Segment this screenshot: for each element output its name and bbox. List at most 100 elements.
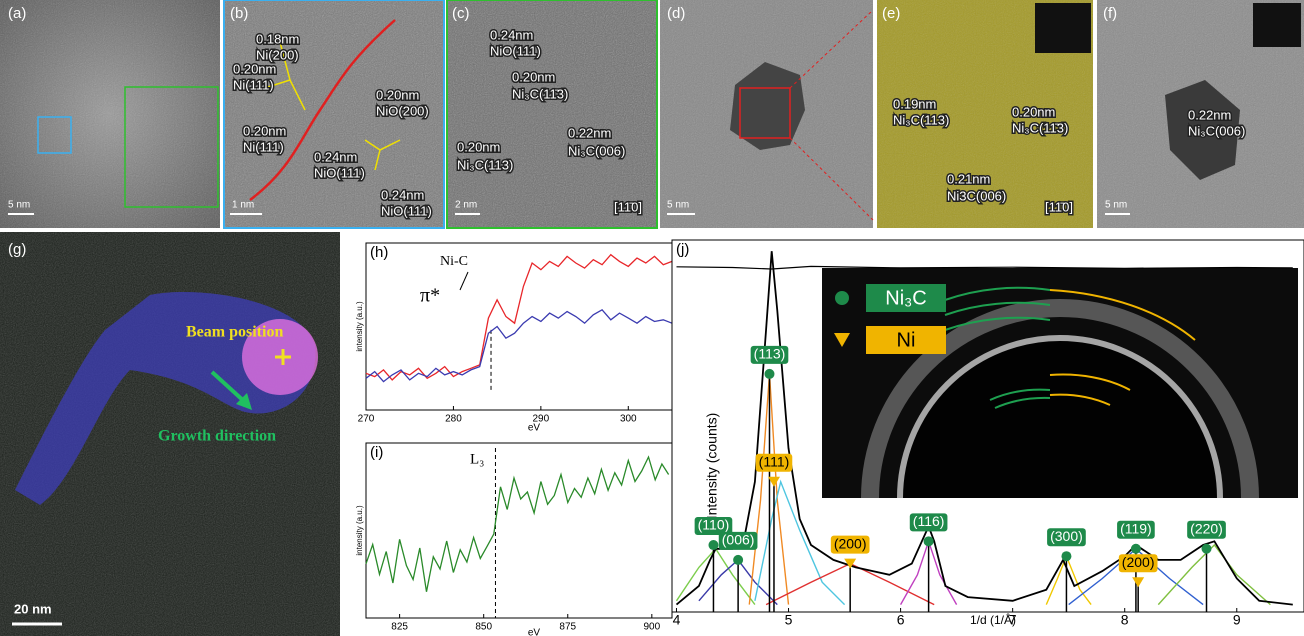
x-tick-label: 280: [445, 414, 462, 425]
x-tick-label: 850: [475, 622, 492, 633]
annotation: Ni(111): [233, 77, 274, 92]
peak-label: (111): [759, 454, 790, 470]
annotation: π*: [420, 285, 440, 307]
panel-g: (g) Beam position Growth direction 20 nm: [0, 232, 340, 636]
annotation: Ni₃C(11̄3): [1012, 120, 1068, 135]
zone-axis: [11̄0]: [1045, 199, 1073, 214]
panel-label: (g): [8, 241, 26, 258]
annotation: L₃: [470, 451, 484, 467]
peak-label: (006): [722, 532, 755, 548]
texture: [0, 0, 220, 228]
annotation: 0.20nm: [457, 139, 500, 154]
panel-e: (e) 0.19nm Ni₃C(113) 0.20nm Ni₃C(11̄3) 0…: [877, 0, 1093, 228]
peak-label: (200): [834, 535, 867, 551]
x-tick-label: 300: [620, 414, 637, 425]
peak-marker: [924, 536, 934, 546]
annotation: 0.18nm: [256, 31, 299, 46]
annotation: 0.22nm: [1188, 107, 1231, 122]
annotation: Ni₃C(113): [457, 157, 513, 172]
peak-marker: [1132, 577, 1144, 587]
figure: (a) 5 nm (b) 0.18nm Ni(200) 0.20nm Ni(11…: [0, 0, 1304, 636]
x-tick-label: 6: [897, 612, 905, 628]
annotation: 0.20nm: [512, 69, 555, 84]
annotation: NiO(111): [381, 203, 432, 218]
panel-label: (e): [882, 5, 900, 22]
x-axis-label: eV: [528, 628, 541, 636]
annotation: Ni₃C(006): [568, 143, 625, 158]
peak-label: (300): [1050, 528, 1083, 544]
peak-label: (119): [1120, 520, 1152, 536]
legend-marker: [835, 291, 849, 305]
scale-label: 1 nm: [232, 200, 254, 211]
annotation: Beam position: [186, 324, 283, 341]
scale-label: 5 nm: [667, 200, 689, 211]
x-tick-label: 5: [785, 612, 793, 628]
annotation: Ni3C(006): [947, 188, 1006, 203]
annotation: 0.20nm: [376, 87, 419, 102]
peak-marker: [764, 369, 774, 379]
fft-inset: [1035, 3, 1091, 53]
annotation: NiO(200): [376, 103, 429, 118]
peak-marker: [1202, 544, 1212, 554]
annotation: 0.20nm: [1012, 104, 1055, 119]
annotation-arrow: [460, 272, 468, 290]
texture: [448, 1, 656, 227]
peak-label: (113): [754, 346, 786, 362]
zone-axis: [11̄0]: [614, 199, 642, 214]
panel-label: (a): [8, 5, 26, 22]
annotation: Ni₃C(113): [893, 112, 949, 127]
scale-label: 5 nm: [1105, 200, 1127, 211]
scale-label: 2 nm: [455, 200, 477, 211]
peak-marker: [733, 555, 743, 565]
x-tick-label: 270: [358, 414, 375, 425]
component-curve: [677, 549, 755, 605]
panel-label: (b): [230, 5, 248, 22]
x-tick-label: 825: [391, 622, 408, 633]
peak-marker: [1131, 544, 1141, 554]
y-axis-label: Intensity (counts): [704, 413, 720, 520]
panel-c: (c) 0.24nm NiO(111) 0.20nm Ni₃C(11̄3) 0.…: [447, 0, 657, 228]
panel-label: (c): [452, 5, 470, 22]
chart-label: (h): [370, 244, 388, 261]
x-tick-label: 875: [559, 622, 576, 633]
peak-marker: [708, 540, 718, 550]
fft-inset: [1253, 3, 1301, 47]
data-line: [366, 310, 672, 382]
x-tick-label: 8: [1121, 612, 1129, 628]
annotation: 0.24nm: [314, 149, 357, 164]
annotation: Ni₃C(11̄3): [512, 86, 568, 101]
annotation: 0.20nm: [233, 61, 276, 76]
panel-d: (d) 5 nm: [660, 0, 873, 228]
annotation: 0.24nm: [381, 187, 424, 202]
annotation: Ni₃C(006): [1188, 123, 1245, 138]
chart-label: (j): [676, 241, 689, 258]
chart-label: (i): [370, 444, 383, 461]
panel-a: (a) 5 nm: [0, 0, 220, 228]
annotation: Ni(200): [256, 47, 299, 62]
panel-f: (f) 0.22nm Ni₃C(006) 5 nm: [1097, 0, 1304, 228]
x-tick-label: 9: [1233, 612, 1241, 628]
annotation: NiO(111): [490, 43, 541, 58]
x-axis-label: eV: [528, 423, 541, 434]
data-line: [366, 457, 669, 592]
annotation: 0.19nm: [893, 96, 936, 111]
annotation: 0.20nm: [243, 123, 286, 138]
annotation: 0.24nm: [490, 27, 533, 42]
peak-label: (110): [698, 517, 730, 533]
y-axis-label: intensity (a.u.): [355, 505, 364, 556]
peak-marker: [1061, 551, 1071, 561]
chart: (h)270280290300eVintensity (a.u.): [355, 243, 672, 434]
panel-label: (d): [667, 5, 685, 22]
plot-frame: [366, 243, 672, 410]
legend-label: Ni: [897, 329, 916, 351]
peak-label: (200): [1122, 554, 1155, 570]
x-tick-label: 900: [643, 622, 660, 633]
annotation: Growth direction: [158, 428, 276, 445]
x-axis-label: 1/d (1/Å): [970, 612, 1016, 627]
annotation: 0.22nm: [568, 125, 611, 140]
peak-label: (116): [913, 513, 945, 529]
x-tick-label: 4: [673, 612, 681, 628]
scale-label: 5 nm: [8, 200, 30, 211]
panel-b: (b) 0.18nm Ni(200) 0.20nm Ni(111) 0.20nm…: [224, 0, 444, 228]
legend-label: Ni₃C: [885, 287, 926, 309]
